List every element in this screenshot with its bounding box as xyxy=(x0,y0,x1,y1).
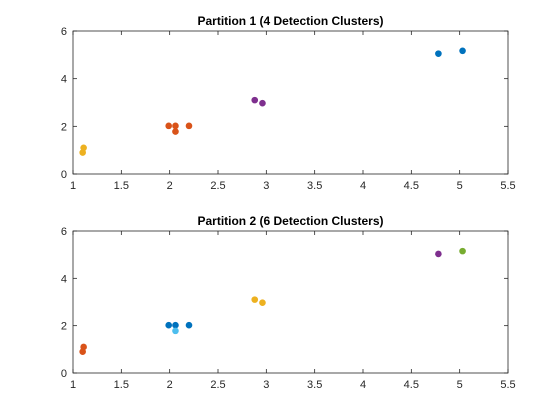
data-point xyxy=(435,250,442,258)
x-tick-label: 2 xyxy=(167,180,173,192)
y-tick-label: 2 xyxy=(61,321,67,333)
x-tick-label: 2 xyxy=(167,379,173,391)
data-point xyxy=(435,50,442,57)
data-point xyxy=(80,144,87,152)
x-tick-label: 4 xyxy=(360,180,366,192)
chart-panel-1: Partition 1 (4 Detection Clusters) 1 1.5 2 2… xyxy=(61,14,516,192)
x-tick-label: 4.5 xyxy=(404,379,419,391)
x-tick-label: 1 xyxy=(70,379,76,391)
chart-panel-2: Partition 2 (6 Detection Clusters) 1 1.5 2 2… xyxy=(61,214,516,391)
x-tick-label: 3.5 xyxy=(307,379,322,391)
axes-box xyxy=(72,230,509,374)
x-tick-label: 5.5 xyxy=(500,379,515,391)
y-tick-label: 4 xyxy=(61,273,67,285)
y-tick-label: 4 xyxy=(61,74,67,86)
data-point xyxy=(259,299,266,307)
data-point xyxy=(165,122,172,130)
x-tick-label: 3.5 xyxy=(307,180,322,192)
x-tick-label: 1.5 xyxy=(114,180,129,192)
x-tick-label: 4 xyxy=(360,379,366,391)
y-tick-label: 0 xyxy=(61,169,67,181)
data-point xyxy=(185,321,193,329)
data-point xyxy=(459,47,466,55)
x-tick-label: 3 xyxy=(263,180,269,192)
data-point xyxy=(259,99,266,107)
chart-title: Partition 2 (6 Detection Clusters) xyxy=(197,214,383,228)
y-tick-label: 0 xyxy=(61,368,67,380)
data-point xyxy=(251,296,259,303)
x-tick-label: 1 xyxy=(70,180,76,192)
x-tick-label: 2.5 xyxy=(210,379,225,391)
x-tick-label: 4.5 xyxy=(404,180,419,192)
x-tick-label: 5 xyxy=(457,379,463,391)
data-point xyxy=(172,122,179,130)
data-point xyxy=(459,247,466,255)
x-tick-label: 3 xyxy=(263,379,269,391)
chart-title: Partition 1 (4 Detection Clusters) xyxy=(197,14,383,28)
x-tick-label: 5.5 xyxy=(500,180,515,192)
y-tick-label: 2 xyxy=(61,121,67,133)
axes-box xyxy=(72,30,509,175)
y-tick-label: 6 xyxy=(61,26,67,38)
data-point xyxy=(165,321,172,329)
data-point xyxy=(172,327,179,335)
data-point xyxy=(185,122,193,130)
x-tick-label: 2.5 xyxy=(210,180,225,192)
y-tick-label: 6 xyxy=(61,226,67,238)
data-point xyxy=(251,96,259,104)
data-point xyxy=(172,321,179,329)
x-tick-label: 1.5 xyxy=(114,379,129,391)
data-point xyxy=(80,343,87,351)
x-tick-label: 5 xyxy=(457,180,463,192)
data-point xyxy=(172,128,179,135)
